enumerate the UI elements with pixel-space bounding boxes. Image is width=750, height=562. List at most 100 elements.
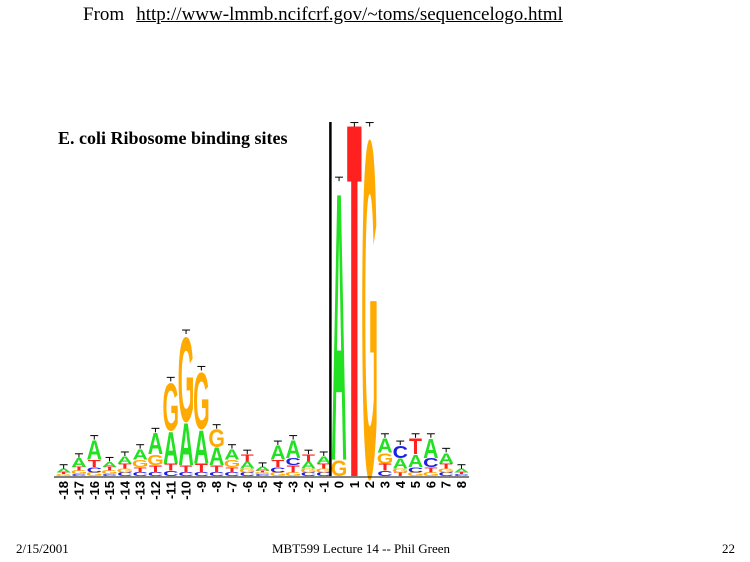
- position-tick-label: -13: [133, 481, 148, 500]
- error-bar: [243, 449, 252, 455]
- svg-text:C: C: [224, 472, 239, 478]
- svg-text:T: T: [195, 461, 208, 475]
- svg-text:A: A: [316, 454, 331, 465]
- logo-letter-T: T: [57, 472, 71, 475]
- logo-letter-A: A: [454, 468, 469, 474]
- logo-letter-C: C: [178, 472, 193, 478]
- position-tick-label: -3: [286, 481, 301, 493]
- logo-letter-A: A: [71, 455, 87, 469]
- position-tick-label: -15: [102, 481, 117, 500]
- svg-text:A: A: [148, 426, 163, 461]
- position-tick-label: 5: [408, 481, 423, 488]
- svg-text:C: C: [163, 470, 179, 478]
- svg-text:G: G: [239, 468, 256, 474]
- svg-text:A: A: [178, 410, 193, 478]
- svg-text:G: G: [377, 449, 394, 466]
- position-tick-label: 8: [454, 481, 469, 488]
- svg-text:G: G: [178, 314, 195, 448]
- logo-letter-C: C: [132, 472, 147, 478]
- svg-text:T: T: [409, 434, 423, 460]
- svg-text:G: G: [254, 472, 271, 475]
- from-label: From: [83, 4, 125, 25]
- logo-letter-G: G: [254, 472, 271, 475]
- logo-letter-C: C: [316, 472, 331, 478]
- logo-letter-G: G: [377, 449, 394, 466]
- svg-text:G: G: [285, 472, 302, 478]
- position-tick-label: -12: [148, 481, 163, 500]
- logo-letter-C: C: [117, 472, 132, 478]
- svg-text:A: A: [438, 449, 453, 466]
- logo-letter-C: C: [285, 456, 300, 467]
- logo-letter-A: A: [285, 435, 301, 463]
- error-bar: [151, 427, 160, 433]
- position-tick-label: 1: [347, 481, 362, 488]
- logo-letter-T: T: [409, 434, 423, 460]
- logo-letter-T: T: [302, 452, 315, 463]
- svg-text:C: C: [301, 472, 316, 478]
- position-tick-label: -1: [316, 481, 331, 493]
- svg-text:G: G: [162, 370, 179, 446]
- logo-letter-A: A: [316, 454, 331, 465]
- logo-letter-C: C: [301, 472, 316, 478]
- logo-letter-T: T: [118, 463, 131, 471]
- svg-text:G: G: [423, 472, 440, 478]
- svg-text:A: A: [393, 455, 408, 472]
- svg-text:G: G: [117, 468, 134, 474]
- svg-text:T: T: [440, 463, 453, 471]
- logo-letter-A: A: [301, 460, 316, 471]
- logo-letter-T: T: [164, 461, 177, 472]
- error-bar: [350, 122, 359, 127]
- logo-letter-T: T: [180, 463, 193, 474]
- position-tick-label: -18: [56, 481, 71, 500]
- logo-letter-T: T: [72, 466, 86, 472]
- logo-letter-A: A: [209, 442, 225, 470]
- error-bar: [442, 447, 451, 453]
- svg-text:G: G: [315, 468, 332, 474]
- logo-letter-C: C: [209, 472, 224, 478]
- error-bar: [273, 440, 282, 446]
- error-bar: [380, 433, 389, 438]
- logo-letter-G: G: [117, 468, 134, 474]
- logo-letter-G: G: [147, 451, 164, 468]
- svg-text:A: A: [102, 461, 118, 469]
- logo-letter-T: T: [195, 461, 208, 475]
- logo-letter-A: A: [270, 442, 285, 464]
- svg-text:C: C: [270, 466, 286, 474]
- logo-letter-T: T: [394, 472, 408, 478]
- logo-letter-G: G: [438, 468, 455, 474]
- svg-text:C: C: [240, 472, 255, 478]
- logo-letter-G: G: [71, 470, 88, 476]
- error-bar: [319, 451, 328, 456]
- error-bar: [335, 176, 344, 182]
- logo-letter-A: A: [393, 455, 408, 472]
- logo-letter-C: C: [102, 474, 117, 477]
- position-tick-label: 3: [377, 481, 392, 488]
- logo-letter-A: A: [56, 468, 71, 474]
- error-bar: [90, 435, 99, 440]
- logo-letter-A: A: [423, 434, 439, 464]
- svg-text:A: A: [255, 466, 270, 472]
- svg-text:A: A: [224, 446, 239, 463]
- logo-letter-G: G: [224, 458, 241, 469]
- logo-letter-T: T: [134, 466, 147, 474]
- logo-letter-A: A: [163, 424, 178, 474]
- error-bar: [411, 433, 420, 438]
- error-bar: [258, 462, 267, 467]
- svg-text:T: T: [72, 466, 86, 472]
- svg-text:G: G: [208, 424, 225, 452]
- logo-letter-A: A: [377, 435, 392, 457]
- source-line: From http://www-lmmb.ncifcrf.gov/~toms/se…: [83, 4, 563, 26]
- error-bar: [59, 464, 68, 469]
- logo-letter-T: T: [287, 463, 300, 474]
- logo-letter-T: T: [440, 463, 453, 471]
- svg-text:A: A: [240, 460, 255, 471]
- svg-text:T: T: [241, 452, 254, 463]
- position-tick-label: 6: [423, 481, 438, 488]
- svg-text:T: T: [317, 463, 330, 471]
- position-tick-label: -8: [209, 481, 224, 493]
- logo-letter-T: T: [149, 463, 162, 474]
- logo-letter-T: T: [88, 458, 101, 469]
- svg-text:G: G: [101, 470, 118, 476]
- source-url-link[interactable]: http://www-lmmb.ncifcrf.gov/~toms/sequen…: [136, 4, 563, 25]
- logo-letter-T: T: [378, 461, 391, 472]
